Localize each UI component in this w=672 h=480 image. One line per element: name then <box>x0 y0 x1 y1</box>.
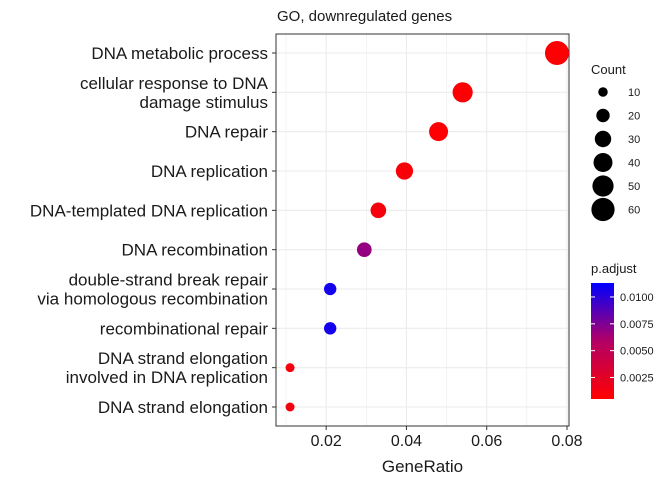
y-axis-label: damage stimulus <box>139 93 268 112</box>
data-point <box>324 322 337 335</box>
legend-count-key <box>594 130 612 148</box>
x-axis: 0.02 0.04 0.06 0.08 <box>311 426 583 450</box>
data-point <box>452 82 473 103</box>
plot-panel <box>275 33 570 427</box>
y-axis-label: DNA strand elongation <box>98 349 268 368</box>
y-axis-label: via homologous recombination <box>37 290 268 309</box>
legend-count: Count 10 20 30 40 50 60 <box>591 62 640 222</box>
data-point <box>395 162 414 180</box>
y-axis-label: double-strand break repair <box>69 271 269 290</box>
legend-padjust-ticks: 0.0025 0.0050 0.0075 0.0100 <box>591 292 654 385</box>
y-axis-label: involved in DNA replication <box>66 368 268 387</box>
legend-count-label: 50 <box>628 181 640 193</box>
x-axis-tick-label: 0.02 <box>311 433 342 450</box>
legend-count-title: Count <box>591 62 626 77</box>
data-point <box>544 41 569 65</box>
legend-count-key <box>596 108 610 123</box>
legend-padjust-label: 0.0075 <box>620 319 654 331</box>
y-axis-label: DNA metabolic process <box>91 44 268 63</box>
y-axis-label: DNA replication <box>151 162 268 181</box>
legend-count-keys: 10 20 30 40 50 60 <box>591 87 640 222</box>
chart-title: GO, downregulated genes <box>277 8 452 25</box>
data-point <box>356 242 372 258</box>
y-axis-label: DNA strand elongation <box>98 398 268 417</box>
legend-padjust-label: 0.0100 <box>620 292 654 304</box>
legend-padjust-title: p.adjust <box>591 261 637 276</box>
data-point <box>285 402 295 412</box>
data-point <box>285 363 295 373</box>
y-axis-label: DNA-templated DNA replication <box>30 201 268 220</box>
legend-padjust-colorbar <box>591 283 614 399</box>
x-axis-tick-label: 0.06 <box>471 433 502 450</box>
grid-lines <box>276 34 569 426</box>
data-point <box>429 122 449 142</box>
x-axis-tick-label: 0.08 <box>551 433 582 450</box>
legend-count-key <box>591 197 615 222</box>
legend-count-label: 30 <box>628 134 640 146</box>
legend-count-label: 10 <box>628 87 640 99</box>
data-point <box>370 202 387 219</box>
legend-count-label: 40 <box>628 158 640 170</box>
legend-padjust-label: 0.0025 <box>620 373 654 385</box>
legend-padjust-label: 0.0050 <box>620 346 654 358</box>
data-points <box>285 41 569 412</box>
legend-padjust: p.adjust 0.0025 0.0050 0.0075 0.0100 <box>591 261 654 399</box>
legend-count-label: 60 <box>628 205 640 217</box>
panel-border <box>275 33 570 427</box>
legend-count-key <box>593 153 613 172</box>
legend-count-key <box>592 175 614 197</box>
y-axis-label: cellular response to DNA <box>80 74 269 93</box>
legend-count-label: 20 <box>628 111 640 123</box>
y-axis-label: recombinational repair <box>100 319 269 338</box>
legend-count-key <box>598 87 608 97</box>
y-axis-label: DNA repair <box>185 123 268 142</box>
x-axis-tick-label: 0.04 <box>391 433 422 450</box>
x-axis-title: GeneRatio <box>382 457 463 476</box>
y-axis-label: DNA recombination <box>122 241 268 260</box>
data-point <box>324 282 337 296</box>
y-axis-labels: DNA metabolic process cellular response t… <box>30 44 276 417</box>
